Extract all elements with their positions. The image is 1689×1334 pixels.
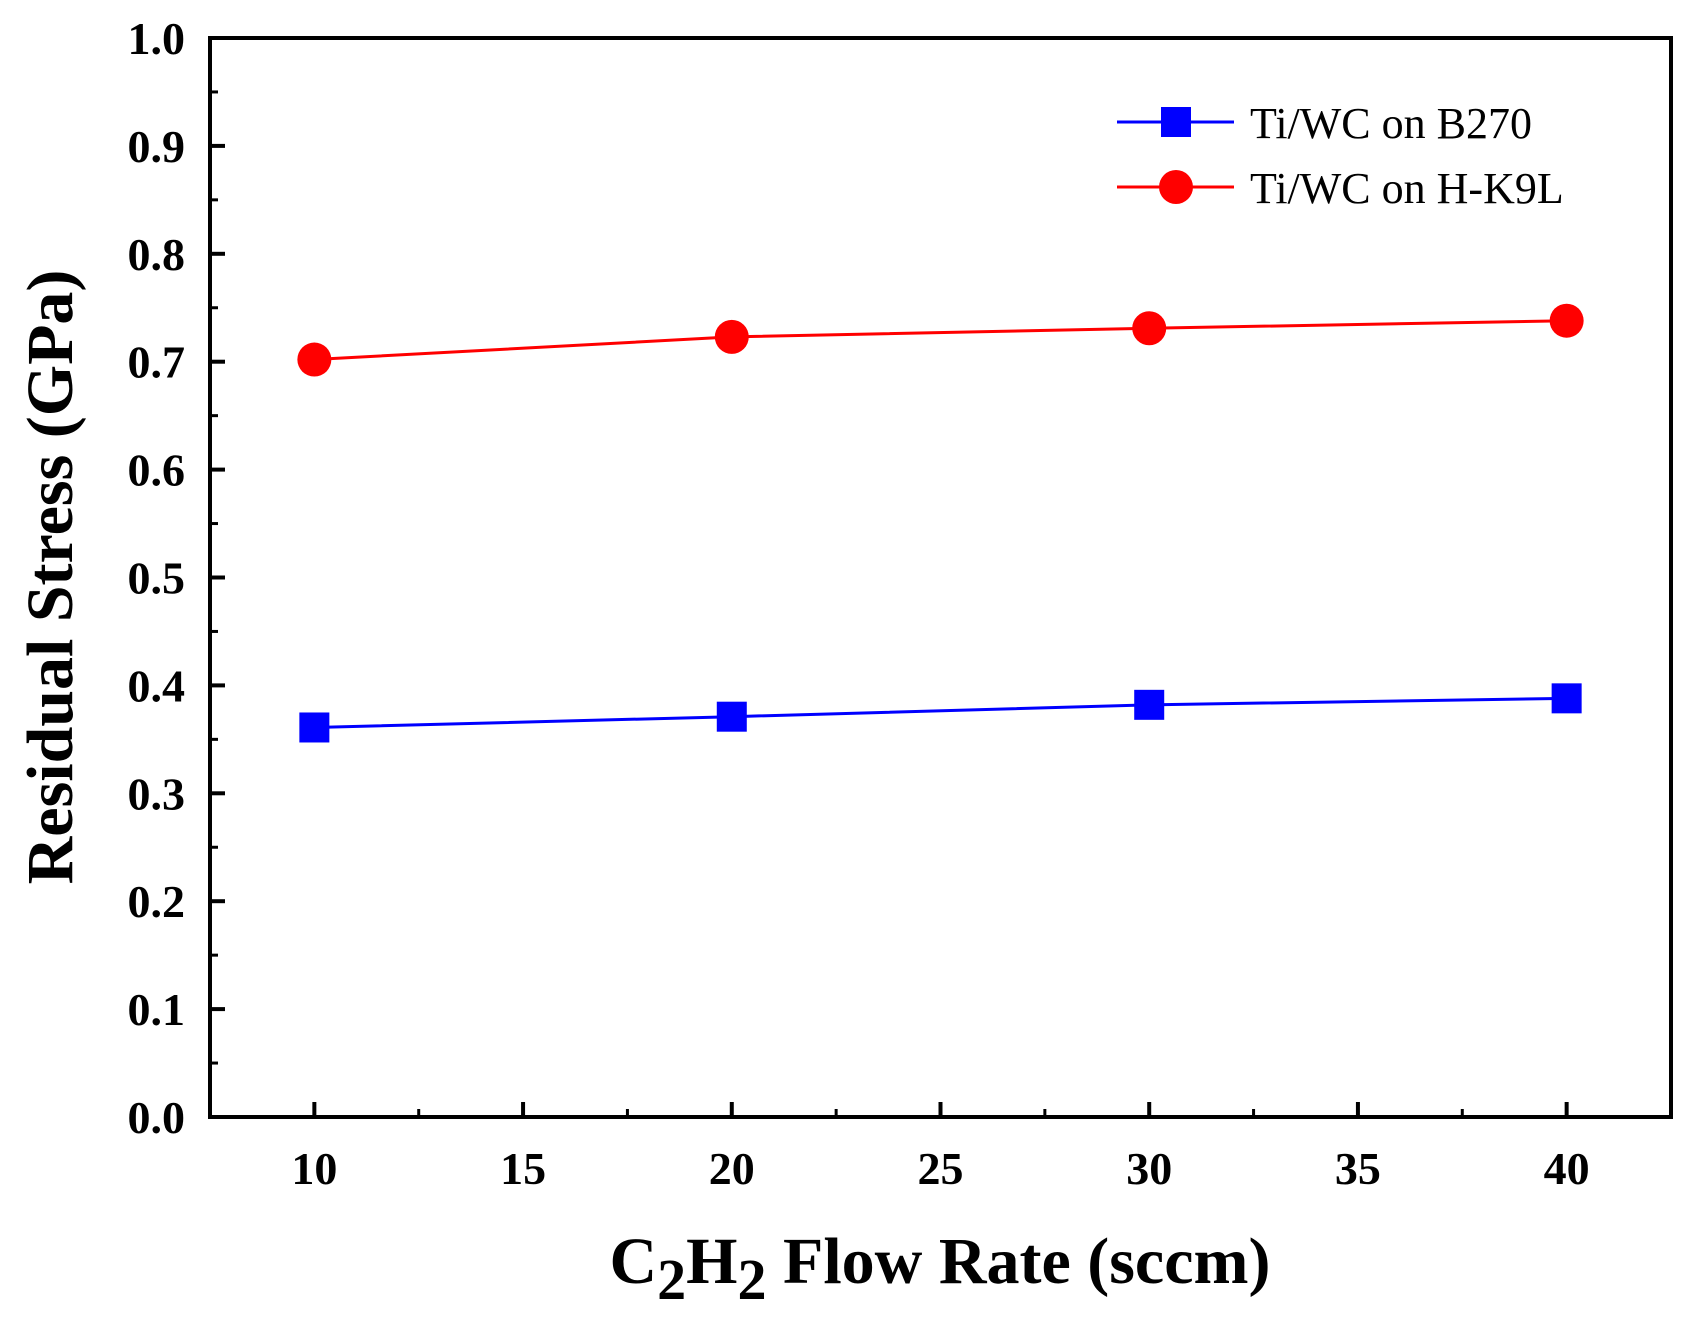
y-tick-label: 1.0 <box>128 13 186 64</box>
y-tick-label: 0.4 <box>128 660 186 711</box>
x-tick-label: 35 <box>1335 1143 1381 1194</box>
data-point-circle <box>297 342 332 377</box>
y-tick-label: 0.6 <box>128 445 186 496</box>
data-point-square <box>299 712 330 743</box>
x-tick-label: 40 <box>1544 1143 1590 1194</box>
data-point-square <box>1551 683 1582 714</box>
y-tick-label: 0.1 <box>128 984 186 1035</box>
data-point-circle <box>714 319 749 354</box>
y-axis-title: Residual Stress (GPa) <box>14 270 87 885</box>
y-tick-label: 0.5 <box>128 553 186 604</box>
data-point-circle <box>1549 303 1584 338</box>
legend-label-hk9l: Ti/WC on H-K9L <box>1250 164 1564 213</box>
x-tick-label: 10 <box>291 1143 337 1194</box>
data-point-circle <box>1132 311 1167 346</box>
series-group <box>297 303 1584 743</box>
series-line-1 <box>314 319 1567 362</box>
x-ticks: 10 15 20 25 30 35 40 <box>291 1102 1590 1194</box>
y-tick-label: 0.3 <box>128 768 186 819</box>
y-ticks: 0.0 0.1 0.2 0.3 0.4 0.5 0.6 0.7 0.8 0.9 1.0 <box>128 13 225 1143</box>
data-point-square <box>716 701 747 732</box>
data-point-square <box>1134 689 1165 720</box>
x-axis-title: C2H2 Flow Rate (sccm) <box>610 1225 1271 1312</box>
y-tick-label: 0.9 <box>128 121 186 172</box>
x-tick-label: 30 <box>1126 1143 1172 1194</box>
legend-marker-square <box>1161 107 1191 137</box>
y-tick-label: 0.8 <box>128 229 186 280</box>
x-tick-label: 20 <box>709 1143 755 1194</box>
series-line-0 <box>314 696 1567 729</box>
y-tick-label: 0.7 <box>128 337 186 388</box>
y-tick-label: 0.0 <box>128 1092 186 1143</box>
x-tick-label: 25 <box>918 1143 964 1194</box>
legend-marker-circle <box>1159 170 1193 204</box>
legend: Ti/WC on B270 Ti/WC on H-K9L <box>1117 99 1564 213</box>
y-tick-label: 0.2 <box>128 876 186 927</box>
x-tick-label: 15 <box>500 1143 546 1194</box>
legend-label-b270: Ti/WC on B270 <box>1250 99 1532 148</box>
